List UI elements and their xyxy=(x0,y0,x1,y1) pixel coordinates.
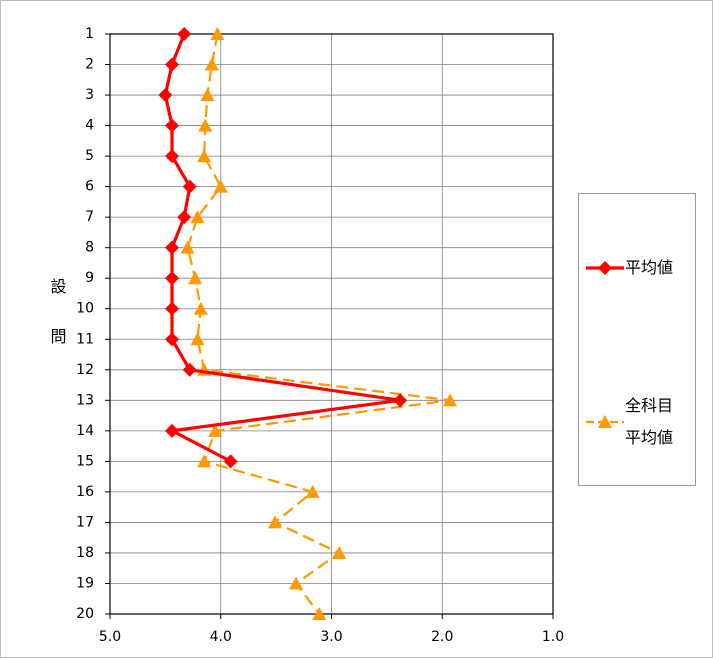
x-tick-label: 4.0 xyxy=(210,629,232,645)
triangle-marker xyxy=(190,332,205,346)
y-tick-label: 9 xyxy=(85,270,94,286)
triangle-marker xyxy=(312,607,327,620)
triangle-marker xyxy=(268,515,283,529)
diamond-marker xyxy=(165,301,180,316)
legend-swatch xyxy=(586,415,624,428)
y-tick-label: 10 xyxy=(76,301,94,317)
x-tick-label: 2.0 xyxy=(431,629,453,645)
diamond-marker xyxy=(182,179,197,194)
legend-swatch xyxy=(586,261,624,275)
triangle-marker xyxy=(332,545,347,559)
y-tick-label: 1 xyxy=(85,26,94,42)
diamond-marker xyxy=(165,240,180,255)
y-tick-label: 5 xyxy=(85,148,94,164)
x-tick-label: 5.0 xyxy=(99,629,121,645)
y-tick-label: 13 xyxy=(76,392,94,408)
legend-label: 平均値 xyxy=(625,258,674,277)
triangle-marker xyxy=(210,27,225,40)
diamond-marker xyxy=(165,271,180,286)
legend-item: 平均値 xyxy=(585,252,673,284)
diamond-marker xyxy=(165,118,180,133)
x-tick-label: 3.0 xyxy=(320,629,342,645)
y-tick-label: 20 xyxy=(76,606,94,622)
y-tick-label: 3 xyxy=(85,87,94,103)
y-tick-label: 17 xyxy=(76,514,94,530)
triangle-marker xyxy=(289,576,304,590)
diamond-marker xyxy=(393,393,408,408)
y-tick-label: 18 xyxy=(76,545,94,561)
triangle-marker xyxy=(197,149,212,163)
diamond-marker xyxy=(158,88,173,103)
triangle-marker xyxy=(193,301,208,315)
triangle-marker xyxy=(208,423,223,437)
triangle-marker xyxy=(190,210,205,224)
triangle-marker xyxy=(200,88,215,102)
diamond-marker xyxy=(223,454,238,469)
triangle-marker xyxy=(204,57,219,71)
legend-item: 全科目平均値 xyxy=(585,390,673,454)
legend: 平均値 全科目平均値 xyxy=(578,193,696,486)
diamond-marker xyxy=(177,27,192,41)
triangle-marker xyxy=(197,454,212,468)
y-tick-label: 8 xyxy=(85,240,94,256)
triangle-marker xyxy=(305,484,320,498)
y-tick-label: 6 xyxy=(85,179,94,195)
y-tick-label: 7 xyxy=(85,209,94,225)
y-tick-label: 2 xyxy=(85,57,94,73)
y-tick-label: 19 xyxy=(76,575,94,591)
y-tick-label: 14 xyxy=(76,423,94,439)
triangle-marker xyxy=(188,271,203,285)
y-axis-title: 設問 xyxy=(48,278,67,378)
plot-border xyxy=(109,33,554,615)
x-tick-label: 1.0 xyxy=(542,629,564,645)
diamond-marker xyxy=(165,423,180,438)
diamond-marker xyxy=(165,332,180,347)
legend-label: 全科目平均値 xyxy=(625,396,674,447)
y-tick-label: 15 xyxy=(76,453,94,469)
triangle-marker xyxy=(198,118,213,132)
y-tick-label: 16 xyxy=(76,484,94,500)
diamond-marker xyxy=(177,210,192,225)
triangle-marker xyxy=(443,393,458,407)
diamond-marker xyxy=(182,362,197,377)
triangle-marker xyxy=(213,179,228,193)
y-tick-label: 12 xyxy=(76,362,94,378)
y-tick-label: 4 xyxy=(85,118,94,134)
diamond-marker xyxy=(165,149,180,164)
triangle-marker xyxy=(180,240,195,254)
diamond-marker xyxy=(165,57,180,72)
y-tick-label: 11 xyxy=(76,331,94,347)
